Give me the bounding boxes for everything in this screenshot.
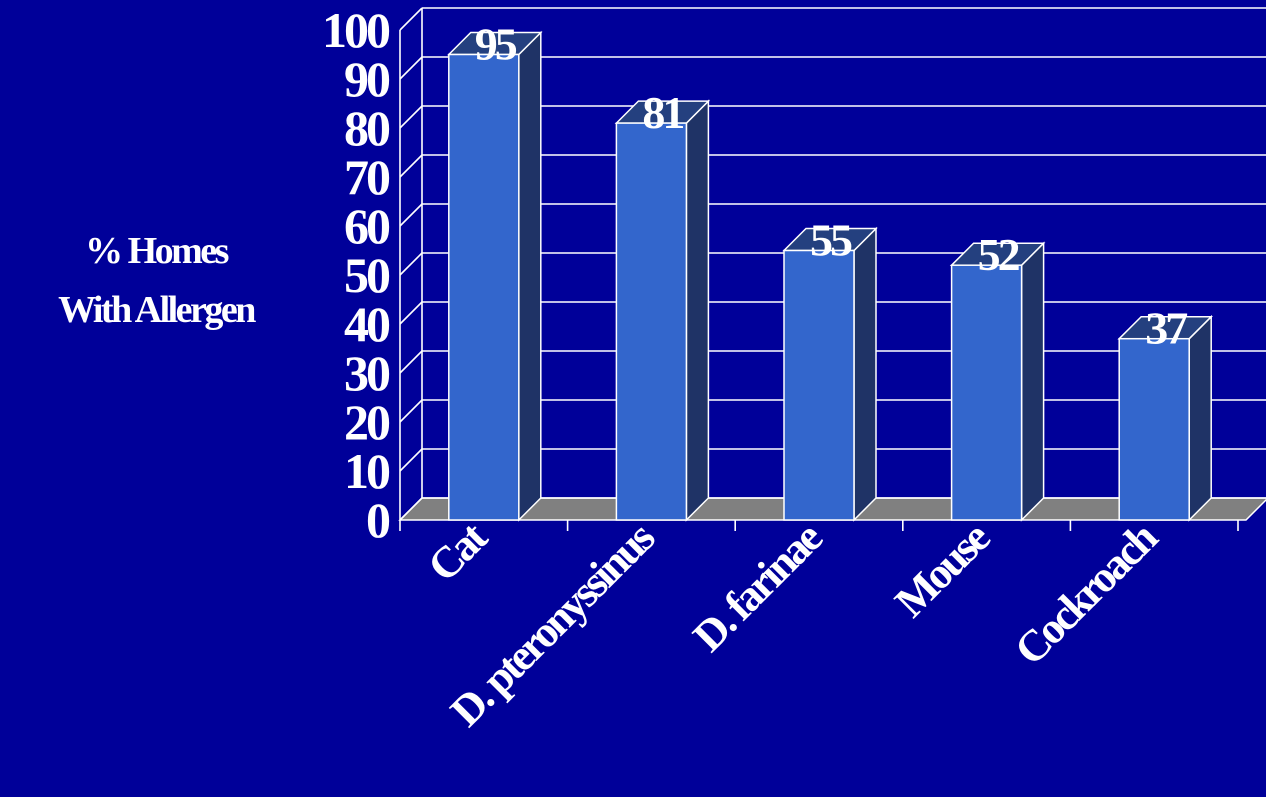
bar-front-face: [950, 264, 1023, 521]
gridline-depth: [399, 252, 423, 276]
y-axis-title-line: % Homes: [85, 230, 229, 272]
bar-side-face: [1188, 314, 1212, 522]
gridline-depth: [399, 7, 423, 31]
bar-front-face: [615, 122, 688, 521]
x-tick-label: Cat: [418, 512, 497, 591]
data-label: 55: [810, 215, 852, 266]
bar-side-face: [685, 99, 710, 522]
gridline-depth: [399, 105, 423, 129]
chart-axes-layer: [399, 8, 1239, 531]
y-tick-label: 100: [322, 2, 390, 58]
gridline-depth: [399, 399, 423, 423]
y-tick-label: 20: [344, 394, 390, 450]
bar-front-face: [1118, 337, 1190, 521]
y-axis-title-line: With Allergen: [58, 289, 256, 331]
y-tick-label: 10: [344, 443, 390, 499]
gridline-depth: [399, 301, 423, 325]
y-tick-label: 90: [344, 51, 390, 107]
chart-bars-layer: [446, 30, 1214, 522]
y-tick-label: 50: [344, 247, 390, 303]
gridline-depth: [399, 497, 423, 521]
y-tick-label: 40: [344, 296, 390, 352]
data-labels: 95 81 55 52 37: [475, 19, 1190, 354]
gridline-depth: [399, 56, 423, 80]
x-tick-label: D. farinae: [684, 513, 832, 661]
bar: [614, 99, 711, 522]
y-tick-label: 60: [344, 198, 390, 254]
gridline-depth: [399, 350, 423, 374]
y-tick-label: 80: [344, 100, 390, 156]
x-tick-label: Cockroach: [1005, 513, 1167, 675]
bar-front-face: [783, 249, 855, 521]
data-label: 95: [475, 19, 517, 70]
bar: [1117, 314, 1214, 522]
y-tick-label: 0: [366, 492, 390, 548]
bar-side-face: [1020, 241, 1045, 522]
bar: [782, 226, 878, 522]
y-tick-label: 30: [344, 345, 390, 401]
y-tick-label: 70: [344, 149, 390, 205]
data-label: 52: [978, 229, 1020, 280]
data-label: 81: [642, 87, 683, 138]
gridline-depth: [399, 154, 423, 178]
bar-side-face: [518, 30, 542, 522]
bar-front-face: [448, 53, 520, 521]
bar: [949, 241, 1046, 522]
y-axis-title: % Homes With Allergen: [58, 230, 259, 331]
gridline-depth: [399, 448, 423, 472]
data-label: 37: [1145, 303, 1187, 354]
bar-side-face: [853, 226, 877, 522]
bar: [446, 30, 543, 522]
gridline-depth: [399, 203, 423, 227]
